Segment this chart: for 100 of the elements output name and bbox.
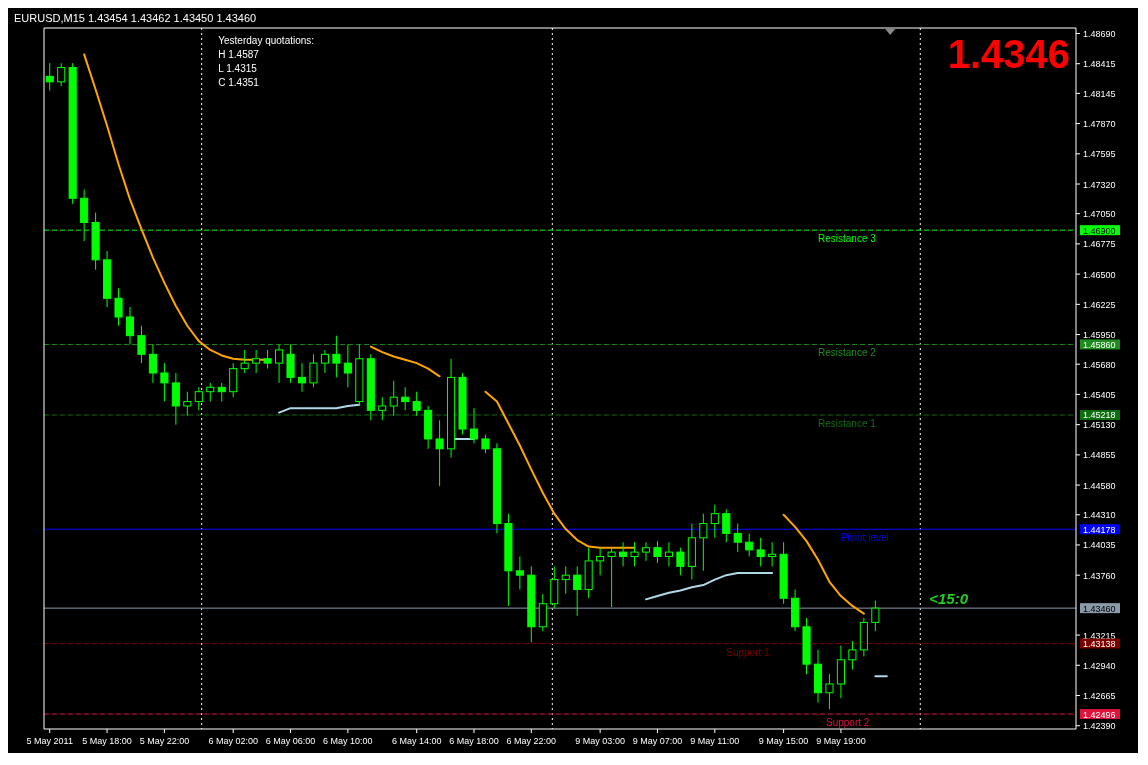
annotation: Yesterday quotations: xyxy=(218,35,315,46)
candlestick xyxy=(275,343,284,384)
candlestick xyxy=(137,325,146,364)
candlestick xyxy=(676,547,685,576)
candlestick xyxy=(389,380,398,417)
candlestick xyxy=(573,565,582,617)
candlestick xyxy=(240,349,249,374)
y-tick-label: 1.47595 xyxy=(1083,149,1116,160)
y-tick-label: 1.46500 xyxy=(1083,269,1116,280)
candlestick xyxy=(45,62,54,92)
x-tick-label: 9 May 03:00 xyxy=(575,736,625,746)
y-tick-label: 1.45218 xyxy=(1083,410,1116,421)
y-tick-label: 1.43760 xyxy=(1083,570,1116,581)
candlestick xyxy=(871,599,880,632)
candlestick xyxy=(217,382,226,403)
x-tick-label: 9 May 07:00 xyxy=(632,736,683,746)
candlestick xyxy=(619,541,628,567)
x-tick-label: 6 May 14:00 xyxy=(391,736,442,746)
y-tick-label: 1.46775 xyxy=(1083,239,1116,250)
y-tick-label: 1.47050 xyxy=(1083,209,1116,220)
y-tick-label: 1.45860 xyxy=(1083,339,1116,350)
annotation: L 1.4315 xyxy=(218,63,258,74)
candlestick xyxy=(561,565,570,595)
candlestick xyxy=(653,540,662,564)
y-tick-label: 1.44310 xyxy=(1083,510,1116,521)
x-tick-label: 6 May 18:00 xyxy=(449,736,499,746)
y-tick-label: 1.48690 xyxy=(1083,28,1116,39)
candlestick xyxy=(378,396,387,421)
y-tick-label: 1.46900 xyxy=(1083,225,1116,236)
y-tick-label: 1.43138 xyxy=(1083,639,1116,650)
candlestick xyxy=(309,353,318,388)
candlestick xyxy=(401,386,410,411)
x-tick-label: 6 May 10:00 xyxy=(323,736,373,746)
y-tick-label: 1.45950 xyxy=(1083,330,1116,341)
candlestick xyxy=(412,391,421,417)
ref-line-label: Support 1 xyxy=(726,646,771,658)
x-tick-label: 9 May 19:00 xyxy=(816,736,866,746)
candlestick xyxy=(183,391,192,417)
annotation: H 1.4587 xyxy=(218,49,260,60)
candlestick xyxy=(664,541,673,567)
candlestick xyxy=(825,673,834,710)
y-tick-label: 1.44178 xyxy=(1083,524,1116,535)
candlestick xyxy=(171,372,180,426)
y-tick-label: 1.42940 xyxy=(1083,660,1116,671)
candlestick xyxy=(848,640,857,671)
candlestick xyxy=(699,513,708,572)
x-tick-label: 9 May 11:00 xyxy=(690,736,740,746)
chart-title: EURUSD,M15 1.43454 1.43462 1.43450 1.43460 xyxy=(14,12,257,24)
annotation: 1.4346 xyxy=(947,32,1070,76)
y-tick-label: 1.42496 xyxy=(1083,709,1116,720)
y-tick-label: 1.47870 xyxy=(1083,119,1116,130)
y-tick-label: 1.46225 xyxy=(1083,299,1116,310)
candlestick xyxy=(469,407,479,444)
y-tick-label: 1.45680 xyxy=(1083,359,1116,370)
candlestick xyxy=(607,547,616,608)
candlestick xyxy=(722,508,731,543)
x-tick-label: 6 May 06:00 xyxy=(265,736,316,746)
candlestick xyxy=(515,556,524,590)
candlestick xyxy=(435,419,444,487)
ref-line-label: Resistance 2 xyxy=(818,347,877,359)
annotation: C 1.4351 xyxy=(218,77,260,88)
y-tick-label: 1.43460 xyxy=(1083,603,1116,614)
candlestick xyxy=(263,349,272,370)
candlestick xyxy=(710,504,719,539)
candlestick xyxy=(160,362,169,403)
ref-line-label: Piviot level xyxy=(840,532,889,544)
y-tick-label: 1.45130 xyxy=(1083,420,1116,431)
ref-line-label: Support 2 xyxy=(826,717,870,729)
y-tick-label: 1.44035 xyxy=(1083,540,1116,551)
x-tick-label: 6 May 22:00 xyxy=(506,736,557,746)
candlestick xyxy=(206,382,215,403)
candlestick xyxy=(148,343,157,384)
candlestick xyxy=(343,343,352,388)
candlestick xyxy=(768,541,777,567)
x-tick-label: 5 May 2011 xyxy=(26,736,73,746)
candlestick xyxy=(733,523,742,553)
y-tick-label: 1.47320 xyxy=(1083,179,1116,190)
annotation: <15:0 xyxy=(929,590,969,608)
candlestick xyxy=(114,287,123,327)
ref-line-label: Resistance 3 xyxy=(818,233,877,245)
x-tick-label: 5 May 18:00 xyxy=(82,736,132,746)
candlestick xyxy=(229,362,238,398)
y-tick-label: 1.44855 xyxy=(1083,450,1116,461)
candlestick xyxy=(630,541,639,567)
candlestick xyxy=(481,434,490,454)
y-tick-label: 1.43215 xyxy=(1083,630,1116,641)
candlestick xyxy=(57,62,66,87)
candlestick xyxy=(125,306,135,345)
candlestick xyxy=(252,349,261,374)
candlestick xyxy=(194,386,203,411)
y-tick-label: 1.42665 xyxy=(1083,690,1116,701)
candlestick xyxy=(286,343,295,384)
candlestick xyxy=(538,593,547,632)
candlestick xyxy=(332,335,341,378)
y-tick-label: 1.44580 xyxy=(1083,480,1116,491)
candlestick xyxy=(756,537,765,567)
candlestick xyxy=(297,362,307,393)
x-tick-label: 9 May 15:00 xyxy=(758,736,809,746)
y-tick-label: 1.45405 xyxy=(1083,389,1116,400)
candlestick xyxy=(320,349,329,374)
